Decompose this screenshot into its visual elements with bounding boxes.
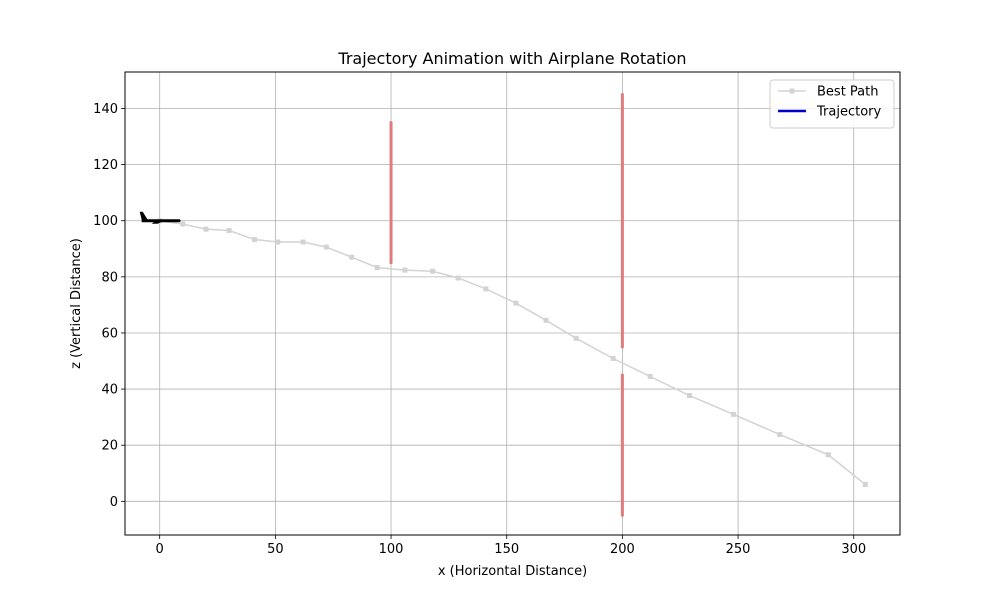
data-point (647, 373, 653, 379)
data-point (203, 226, 209, 232)
data-point (483, 286, 489, 292)
data-point (374, 265, 380, 271)
data-point (300, 239, 306, 245)
x-tick-label: 200 (610, 542, 635, 557)
legend[interactable]: Best Path Trajectory (769, 79, 895, 129)
ticks: 0 50 100 150 200 250 300 0 20 40 60 80 100 120 140 (93, 102, 866, 557)
y-tick-label: 140 (93, 102, 118, 117)
legend-marker-0 (789, 88, 795, 94)
y-tick-label: 20 (101, 439, 118, 454)
data-point (862, 481, 868, 487)
data-point (686, 393, 692, 399)
series-line-0 (159, 219, 866, 486)
data-point (777, 432, 783, 438)
y-tick-label: 120 (93, 158, 118, 173)
y-tick-label: 100 (93, 214, 118, 229)
data-point (730, 411, 736, 417)
airplane-wing (151, 220, 164, 224)
data-point (430, 268, 436, 274)
data-point (825, 452, 831, 458)
data-point (573, 335, 579, 341)
chart-title: Trajectory Animation with Airplane Rotat… (337, 49, 686, 68)
airplane-icon (139, 211, 181, 224)
x-axis-label: x (Horizontal Distance) (438, 564, 587, 579)
airplane (139, 211, 181, 224)
y-axis-label: z (Vertical Distance) (69, 238, 84, 369)
data-point (513, 300, 519, 306)
obstacles (389, 92, 624, 517)
plot-frame (124, 71, 901, 536)
data-point (349, 254, 355, 260)
x-tick-label: 50 (267, 542, 284, 557)
data-point (455, 275, 461, 281)
legend-box (769, 79, 895, 129)
data-point (323, 244, 329, 250)
legend-label-1: Trajectory (816, 105, 881, 120)
data-point (252, 237, 258, 243)
x-tick-label: 150 (494, 542, 519, 557)
data-point (610, 355, 616, 361)
airplane-tail (139, 211, 148, 220)
y-tick-label: 80 (101, 270, 118, 285)
data-point (275, 239, 281, 245)
data-point (180, 221, 186, 227)
x-tick-label: 300 (841, 542, 866, 557)
x-tick-label: 0 (156, 542, 164, 557)
y-tick-label: 60 (101, 326, 118, 341)
legend-label-0: Best Path (817, 85, 878, 100)
data-point (226, 228, 232, 234)
x-tick-label: 100 (379, 542, 404, 557)
y-tick-label: 0 (110, 495, 118, 510)
y-tick-label: 40 (101, 383, 118, 398)
x-tick-label: 250 (726, 542, 751, 557)
data-point (402, 267, 408, 273)
data-point (543, 317, 549, 323)
series-lines (157, 218, 868, 487)
